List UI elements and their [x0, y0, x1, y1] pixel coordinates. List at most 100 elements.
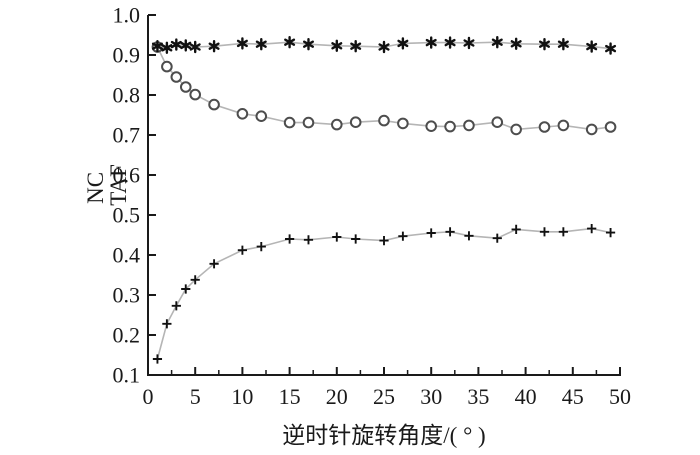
asterisk-marker	[425, 36, 437, 49]
y-tick-label: 0.9	[113, 43, 141, 68]
y-axis-title-line2: TAF	[106, 164, 131, 206]
asterisk-marker	[236, 37, 248, 50]
x-tick-label: 45	[562, 384, 584, 409]
axes-layer: 0.1 0.2 0.3 0.4 0.5 0.6 0.7 0.8 0.9 1.0 0 5 10 15 20 25…	[113, 3, 632, 410]
asterisk-marker	[586, 40, 598, 53]
open-circle-marker	[331, 118, 343, 131]
plus-marker	[332, 232, 342, 242]
open-circle-marker	[557, 119, 570, 132]
asterisk-marker	[302, 38, 315, 51]
y-tick-label: 0.6	[113, 163, 141, 188]
y-tick-label: 0.4	[113, 243, 141, 268]
open-circle-marker	[161, 60, 173, 73]
open-circle-marker	[189, 88, 201, 101]
asterisk-marker	[444, 36, 456, 49]
open-circle-marker	[425, 120, 438, 132]
x-tick-label: 20	[326, 384, 348, 409]
plus-marker	[464, 231, 474, 241]
plus-marker	[511, 224, 521, 234]
series-line	[156, 227, 611, 360]
open-circle-marker	[397, 117, 409, 130]
plus-marker	[256, 242, 266, 252]
plus-marker	[558, 227, 568, 237]
asterisk-marker	[350, 40, 362, 53]
asterisk-marker	[378, 40, 390, 54]
x-tick-label: 5	[190, 384, 201, 409]
x-tick-label: 40	[515, 384, 537, 409]
asterisk-marker	[397, 37, 409, 50]
series-open-circle	[151, 41, 617, 136]
open-circle-marker	[585, 123, 598, 136]
y-axis-title-line1: NC	[83, 172, 108, 204]
x-axis-title: 逆时针旋转角度/( ° )	[282, 423, 485, 448]
asterisk-marker	[538, 38, 551, 51]
asterisk-marker	[331, 39, 343, 52]
x-tick-label: 15	[279, 384, 301, 409]
plus-marker	[171, 301, 181, 311]
plus-marker	[209, 259, 219, 269]
open-circle-marker	[349, 116, 362, 128]
x-tick-label: 50	[609, 384, 631, 409]
plus-marker	[426, 228, 436, 238]
asterisk-marker	[208, 40, 220, 53]
plus-marker	[398, 231, 408, 241]
asterisk-marker	[510, 37, 522, 50]
open-circle-marker	[378, 114, 390, 127]
plus-marker	[587, 224, 597, 234]
series-layer	[151, 36, 617, 364]
open-circle-marker	[463, 119, 475, 132]
asterisk-marker	[491, 36, 503, 49]
plus-marker	[181, 284, 191, 294]
asterisk-marker	[463, 36, 475, 50]
asterisk-marker	[161, 41, 173, 54]
open-circle-marker	[170, 71, 183, 83]
x-tick-label: 25	[373, 384, 395, 409]
y-axis-title: NC TAF	[83, 164, 131, 206]
open-circle-marker	[510, 123, 522, 136]
series-plus	[152, 224, 616, 364]
open-circle-marker	[179, 81, 192, 93]
open-circle-marker	[236, 108, 249, 120]
plus-marker	[162, 319, 172, 329]
open-circle-marker	[208, 98, 220, 111]
x-tick-label: 30	[420, 384, 442, 409]
asterisk-marker	[151, 40, 163, 53]
plus-marker	[539, 227, 550, 237]
y-tick-label: 0.5	[113, 203, 141, 228]
y-tick-label: 0.7	[113, 123, 141, 148]
y-tick-label: 1.0	[113, 3, 141, 28]
asterisk-marker	[170, 38, 182, 51]
series-asterisk	[151, 36, 617, 55]
plus-marker	[303, 235, 314, 245]
plus-marker	[605, 228, 616, 238]
plus-marker	[190, 275, 200, 285]
open-circle-marker	[538, 121, 551, 133]
asterisk-marker	[189, 40, 201, 54]
plus-marker	[379, 236, 389, 246]
open-circle-marker	[604, 121, 617, 133]
x-tick-label: 0	[143, 384, 154, 409]
y-tick-label: 0.1	[113, 363, 141, 388]
plus-marker	[237, 245, 247, 255]
plus-marker	[285, 234, 295, 244]
asterisk-marker	[557, 38, 569, 51]
plus-marker	[492, 233, 502, 243]
asterisk-marker	[255, 38, 267, 51]
asterisk-marker	[284, 36, 296, 49]
open-circle-marker	[491, 116, 504, 128]
x-tick-label: 35	[467, 384, 489, 409]
plus-marker	[152, 354, 163, 364]
open-circle-marker	[302, 116, 315, 129]
open-circle-marker	[255, 110, 268, 122]
asterisk-marker	[605, 42, 617, 55]
plus-marker	[351, 234, 361, 244]
plus-marker	[445, 227, 455, 237]
open-circle-marker	[283, 116, 296, 129]
x-tick-label: 10	[231, 384, 253, 409]
y-tick-label: 0.8	[113, 83, 141, 108]
y-tick-label: 0.3	[113, 283, 141, 308]
y-tick-label: 0.2	[113, 323, 141, 348]
asterisk-marker	[180, 39, 192, 52]
